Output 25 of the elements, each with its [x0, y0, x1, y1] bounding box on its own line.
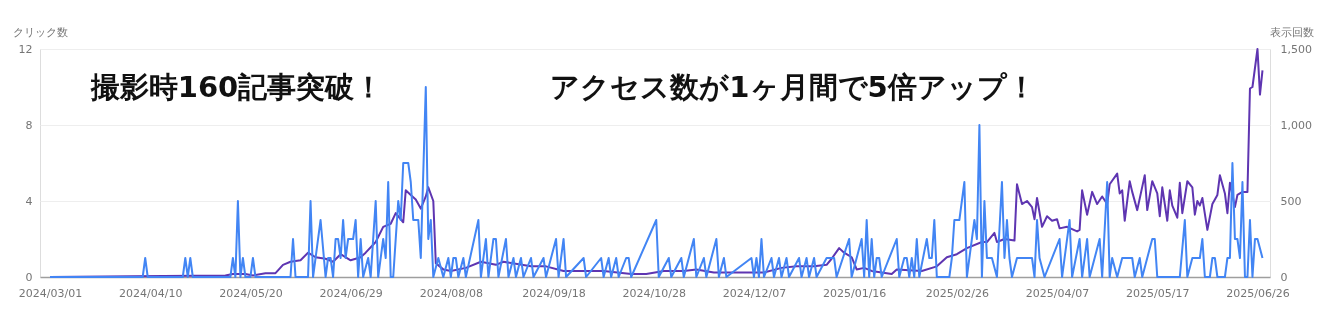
x-tick-label: 2024/09/18 [522, 286, 586, 300]
x-tick-label: 2024/03/01 [18, 286, 83, 300]
x-tick-label: 2025/06/26 [1226, 286, 1290, 300]
y2-tick-label: 1,500 [1280, 42, 1312, 56]
x-tick-label: 2024/12/07 [722, 286, 787, 300]
x-tick-label: 2024/05/20 [219, 286, 283, 300]
y-tick-label: 12 [18, 42, 33, 56]
y2-tick-label: 0 [1280, 270, 1288, 284]
y-axis-title: クリック数 [12, 25, 68, 39]
annotation: アクセス数が1ヶ月間で5倍アップ！ [550, 70, 1036, 104]
x-tick-label: 2024/04/10 [119, 286, 183, 300]
annotation: 撮影時160記事突破！ [89, 70, 384, 104]
y2-tick-label: 1,000 [1280, 118, 1312, 132]
x-tick-label: 2024/08/08 [419, 286, 484, 300]
x-tick-label: 2024/10/28 [622, 286, 686, 300]
y2-axis-title: 表示回数 [1269, 25, 1314, 39]
x-tick-label: 2024/06/29 [319, 286, 383, 300]
x-tick-label: 2025/01/16 [822, 286, 887, 300]
y2-tick-label: 500 [1280, 194, 1302, 208]
x-tick-label: 2025/05/17 [1126, 286, 1190, 300]
y-tick-label: 4 [25, 194, 33, 208]
y-tick-label: 8 [25, 118, 33, 132]
x-tick-label: 2025/02/26 [925, 286, 990, 300]
x-tick-label: 2025/04/07 [1025, 286, 1090, 300]
y-tick-label: 0 [25, 270, 33, 284]
